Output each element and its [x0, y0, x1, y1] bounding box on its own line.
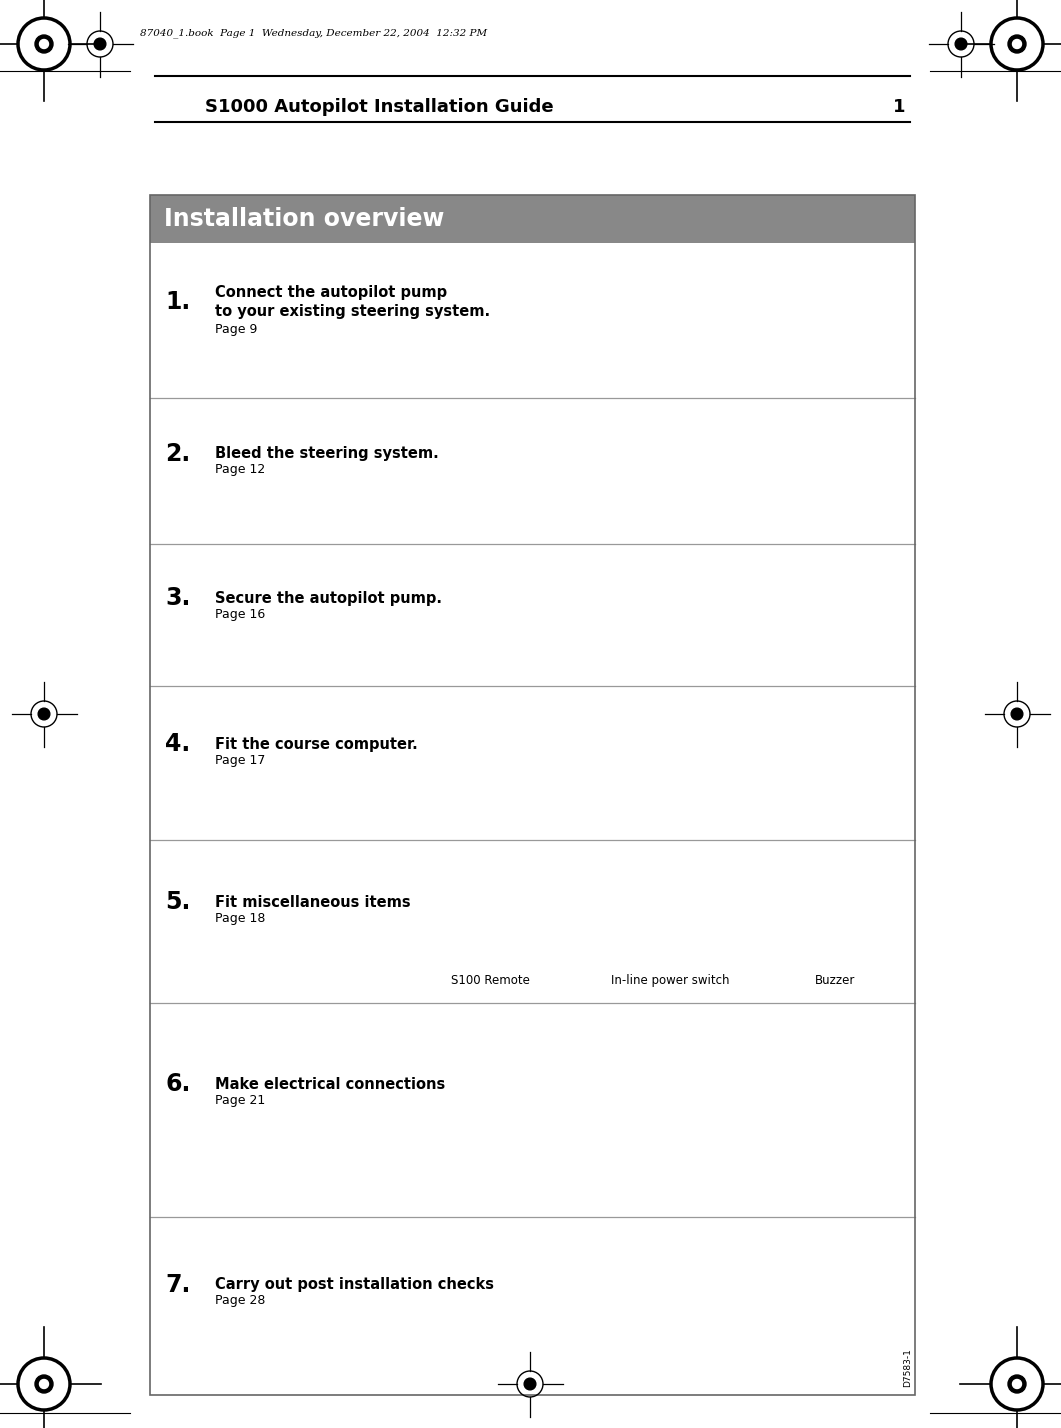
- Text: 87040_1.book  Page 1  Wednesday, December 22, 2004  12:32 PM: 87040_1.book Page 1 Wednesday, December …: [140, 29, 487, 39]
- Text: 5.: 5.: [166, 890, 191, 914]
- Circle shape: [1011, 708, 1023, 720]
- Circle shape: [1008, 1375, 1026, 1392]
- Circle shape: [35, 36, 53, 53]
- Bar: [150, 196, 915, 243]
- Circle shape: [1012, 40, 1022, 49]
- Circle shape: [1008, 36, 1026, 53]
- Text: D7583-1: D7583-1: [903, 1348, 912, 1387]
- Text: Fit the course computer.: Fit the course computer.: [215, 737, 418, 753]
- Text: 7.: 7.: [166, 1272, 191, 1297]
- Circle shape: [39, 40, 49, 49]
- Text: Installation overview: Installation overview: [164, 207, 445, 231]
- Text: 1: 1: [892, 99, 905, 116]
- Text: Page 28: Page 28: [215, 1294, 265, 1307]
- Text: 2.: 2.: [166, 441, 191, 466]
- Circle shape: [35, 1375, 53, 1392]
- Text: 4.: 4.: [166, 733, 191, 757]
- Text: Page 9: Page 9: [215, 323, 258, 337]
- Text: Page 12: Page 12: [215, 463, 265, 476]
- Circle shape: [94, 39, 106, 50]
- Text: Bleed the steering system.: Bleed the steering system.: [215, 446, 439, 461]
- Circle shape: [38, 708, 50, 720]
- Text: 3.: 3.: [166, 585, 191, 610]
- Text: 6.: 6.: [166, 1072, 191, 1097]
- Circle shape: [524, 1378, 536, 1389]
- Text: Connect the autopilot pump
to your existing steering system.: Connect the autopilot pump to your exist…: [215, 284, 490, 318]
- Circle shape: [955, 39, 967, 50]
- Bar: [150, 243, 915, 1395]
- Bar: [150, 196, 915, 1395]
- Circle shape: [39, 1379, 49, 1388]
- Text: 1.: 1.: [166, 290, 191, 314]
- Text: Secure the autopilot pump.: Secure the autopilot pump.: [215, 591, 442, 605]
- Text: Fit miscellaneous items: Fit miscellaneous items: [215, 894, 411, 910]
- Text: Page 21: Page 21: [215, 1094, 265, 1107]
- Text: Page 16: Page 16: [215, 607, 265, 621]
- Text: S100 Remote: S100 Remote: [451, 974, 529, 987]
- Text: Make electrical connections: Make electrical connections: [215, 1077, 446, 1091]
- Text: Carry out post installation checks: Carry out post installation checks: [215, 1277, 494, 1292]
- Text: Buzzer: Buzzer: [815, 974, 855, 987]
- Text: S1000 Autopilot Installation Guide: S1000 Autopilot Installation Guide: [205, 99, 554, 116]
- Circle shape: [1012, 1379, 1022, 1388]
- Text: Page 18: Page 18: [215, 911, 265, 924]
- Text: Page 17: Page 17: [215, 754, 265, 767]
- Text: In-line power switch: In-line power switch: [611, 974, 729, 987]
